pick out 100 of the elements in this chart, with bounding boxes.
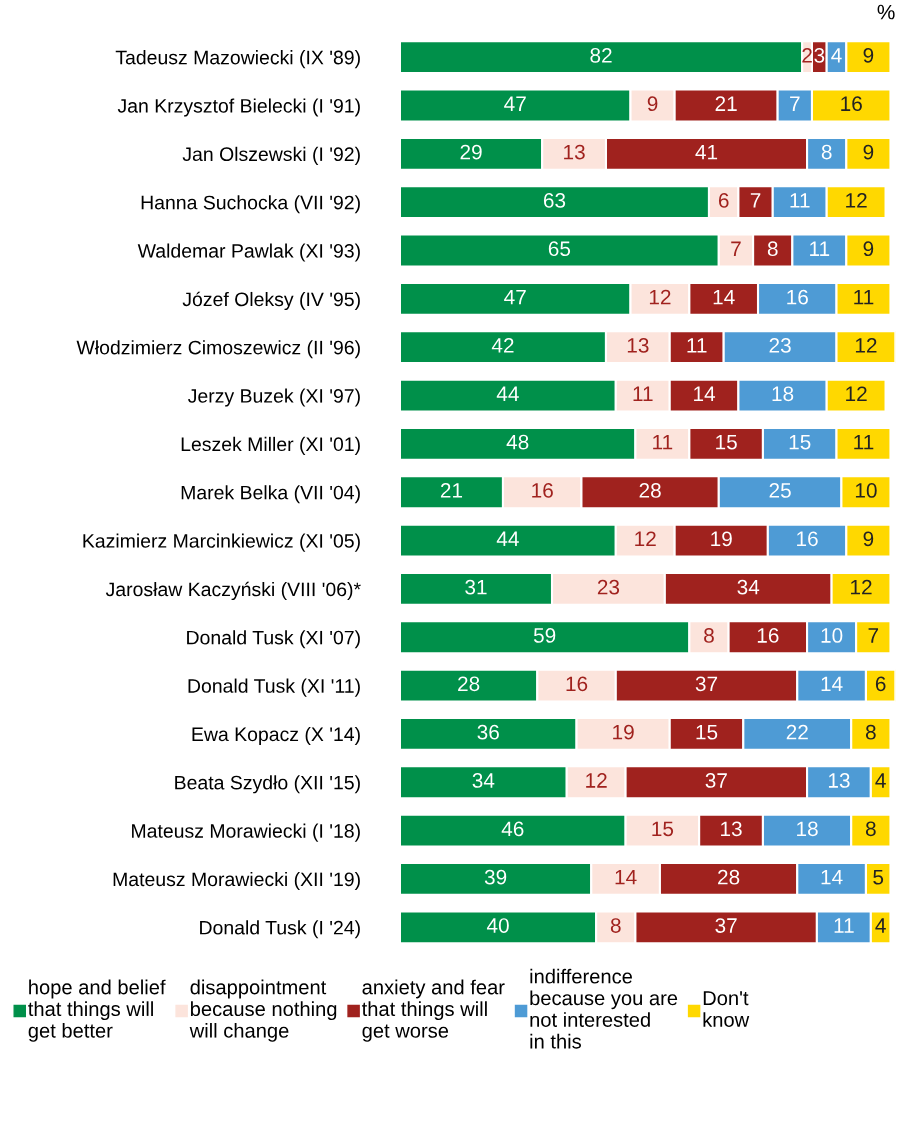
legend-label: disappointment because nothing will change — [189, 979, 337, 1042]
data-label: 7 — [868, 628, 879, 643]
y-tick-label: Waldemar Pawlak (XI '93) — [137, 243, 360, 262]
data-label: 22 — [786, 724, 808, 740]
data-label: 7 — [731, 241, 741, 256]
y-tick-label: Hanna Suchocka (VII '92) — [141, 195, 360, 214]
data-label: 9 — [863, 531, 874, 547]
data-label: 8 — [704, 628, 714, 643]
data-label: 4 — [831, 48, 842, 63]
data-label: 7 — [750, 193, 761, 208]
y-tick-label: Tadeusz Mazowiecki (IX '89) — [115, 50, 360, 69]
data-label: 11 — [810, 241, 830, 256]
data-label: 34 — [737, 579, 760, 595]
data-label: 9 — [863, 144, 874, 160]
data-label: 14 — [821, 870, 843, 885]
data-label: 47 — [504, 289, 526, 305]
data-label: 13 — [564, 144, 585, 160]
data-label: 23 — [769, 338, 791, 353]
y-tick-label: Mateusz Morawiecki (XII '19) — [113, 871, 360, 891]
data-label: 15 — [652, 821, 674, 837]
data-label: 13 — [721, 821, 742, 837]
data-label: 12 — [846, 193, 867, 208]
data-label: 36 — [477, 724, 499, 740]
y-tick-label: Ewa Kopacz (X '14) — [192, 726, 360, 746]
data-label: 6 — [875, 676, 886, 692]
y-tick-label: Jan Krzysztof Bielecki (I '91) — [117, 98, 360, 117]
data-label: 28 — [458, 676, 480, 692]
y-tick-label: Kazimierz Marcinkiewicz (XI '05) — [83, 533, 360, 552]
y-tick-label: Jarosław Kaczyński (VIII '06)* — [105, 581, 361, 601]
data-label: 11 — [687, 338, 707, 353]
data-label: 10 — [855, 483, 877, 498]
data-label: 37 — [715, 918, 737, 933]
data-label: 82 — [590, 47, 612, 63]
data-label: 44 — [496, 386, 519, 401]
data-label: 21 — [715, 96, 737, 111]
data-label: 37 — [695, 676, 718, 692]
data-label: 29 — [460, 144, 482, 160]
data-label: 9 — [863, 47, 874, 63]
data-label: 40 — [486, 918, 509, 933]
y-tick-label: Jerzy Buzek (XI '97) — [188, 388, 360, 407]
data-label: 11 — [854, 289, 874, 305]
data-label: 6 — [718, 193, 729, 208]
data-label: 16 — [787, 289, 808, 305]
legend-label: indifference because you are not interested in this — [530, 968, 678, 1049]
data-label: 47 — [504, 96, 526, 111]
data-label: 13 — [627, 338, 649, 353]
data-label: 11 — [834, 918, 854, 933]
data-label: 16 — [532, 483, 553, 498]
data-label: 19 — [613, 724, 634, 740]
y-tick-label: Donald Tusk (XI '11) — [188, 678, 360, 697]
data-label: 8 — [865, 821, 876, 837]
data-label: 5 — [873, 870, 884, 885]
data-label: 12 — [649, 289, 671, 305]
y-tick-label: Donald Tusk (XI '07) — [187, 630, 360, 649]
data-label: 11 — [653, 434, 673, 450]
data-label: 23 — [597, 579, 620, 595]
data-label: 65 — [548, 241, 571, 257]
data-label: 16 — [757, 628, 779, 643]
data-label: 7 — [790, 96, 800, 111]
data-label: 19 — [711, 531, 732, 547]
data-label: 16 — [841, 96, 862, 112]
data-label: 18 — [772, 386, 794, 402]
data-label: 2 — [802, 47, 812, 63]
legend-label: anxiety and fear that things will get worse — [361, 979, 505, 1042]
data-label: 46 — [501, 821, 524, 837]
data-label: 37 — [705, 773, 727, 788]
data-label: 12 — [846, 386, 867, 401]
data-label: 28 — [718, 869, 740, 885]
data-label: 48 — [506, 434, 529, 450]
data-label: 3 — [814, 47, 825, 63]
data-label: 16 — [797, 531, 818, 547]
data-label: 41 — [695, 144, 718, 160]
data-label: 14 — [713, 289, 735, 305]
data-label: 8 — [610, 918, 621, 933]
data-label: 12 — [586, 773, 607, 788]
data-label: 11 — [790, 193, 810, 208]
data-label: 25 — [769, 483, 791, 498]
text: % — [877, 4, 895, 20]
data-label: 9 — [863, 241, 874, 257]
legend-label: Don't know — [703, 991, 750, 1027]
data-label: 21 — [440, 483, 463, 498]
data-label: 15 — [789, 434, 811, 450]
y-tick-label: Włodzimierz Cimoszewicz (II '96) — [76, 340, 360, 359]
data-label: 63 — [543, 193, 566, 208]
data-label: 28 — [639, 483, 661, 498]
data-label: 9 — [647, 96, 658, 112]
y-tick-label: Marek Belka (VII '04) — [181, 485, 360, 504]
data-label: 15 — [716, 434, 737, 450]
data-label: 31 — [465, 579, 487, 595]
data-label: 39 — [484, 869, 507, 885]
data-label: 18 — [797, 821, 818, 837]
data-label: 14 — [694, 386, 716, 401]
data-label: 4 — [875, 773, 886, 788]
y-tick-label: Beata Szydło (XII '15) — [175, 775, 360, 794]
legend-label: hope and belief that things will get better — [28, 979, 166, 1042]
data-label: 15 — [696, 724, 718, 740]
data-label: 12 — [851, 579, 872, 595]
y-tick-label: Donald Tusk (I '24) — [200, 920, 360, 939]
data-label: 10 — [821, 628, 843, 643]
data-label: 11 — [854, 434, 874, 450]
